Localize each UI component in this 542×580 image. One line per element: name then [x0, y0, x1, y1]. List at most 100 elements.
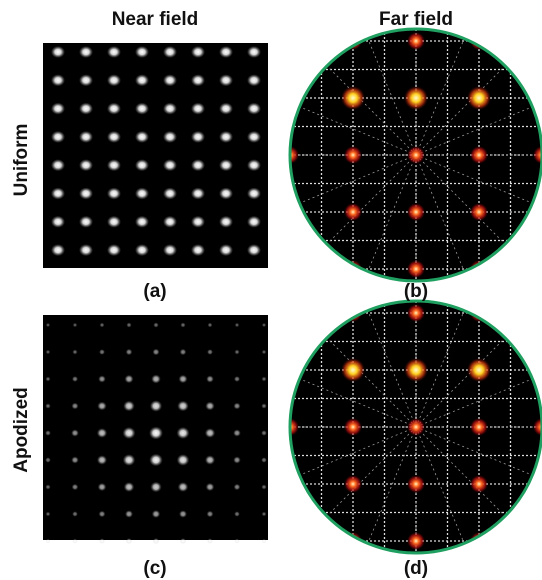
spot: [79, 74, 93, 86]
spot: [46, 323, 50, 327]
spot: [126, 538, 132, 544]
panel-label: (b): [404, 281, 428, 302]
spot: [153, 322, 158, 327]
spot: [407, 32, 425, 50]
spot: [107, 216, 121, 228]
spot: [73, 539, 78, 544]
spot: [219, 188, 233, 200]
spot: [79, 46, 93, 58]
panel-label: (a): [143, 281, 166, 302]
spot: [247, 74, 261, 86]
spot: [135, 74, 149, 86]
spot: [219, 74, 233, 86]
spot: [123, 401, 134, 412]
spot: [219, 159, 233, 171]
spot: [191, 103, 205, 115]
spot: [470, 146, 488, 164]
spot: [262, 539, 266, 543]
spot: [191, 244, 205, 256]
spot: [125, 510, 133, 518]
spot: [261, 484, 266, 489]
column-header: Near field: [112, 9, 199, 30]
spot: [151, 374, 161, 383]
spot: [341, 86, 365, 110]
spot: [72, 376, 78, 382]
spot: [344, 203, 362, 221]
spot: [149, 454, 162, 467]
spot: [51, 188, 65, 200]
spot: [107, 74, 121, 86]
spot: [100, 323, 105, 328]
spot: [180, 538, 186, 544]
spot: [344, 146, 362, 164]
spot: [219, 103, 233, 115]
spot: [150, 400, 162, 411]
spot: [234, 484, 241, 490]
spot: [79, 103, 93, 115]
spot: [407, 304, 425, 322]
spot: [179, 510, 187, 518]
spot: [261, 430, 267, 436]
spot: [219, 131, 233, 143]
panel-label: (d): [404, 558, 428, 579]
spot: [72, 511, 78, 516]
spot: [247, 159, 261, 171]
spot: [207, 511, 214, 518]
column-header: Far field: [379, 9, 453, 30]
spot: [177, 427, 190, 439]
spot: [123, 454, 135, 466]
spot: [135, 159, 149, 171]
spot: [45, 430, 51, 436]
spot: [72, 484, 79, 490]
spot: [123, 427, 136, 439]
spot: [45, 457, 51, 462]
spot: [126, 322, 131, 327]
spot: [207, 349, 213, 355]
spot: [180, 322, 185, 327]
spot: [46, 512, 51, 517]
spot: [205, 455, 215, 464]
spot: [219, 46, 233, 58]
spot: [208, 323, 213, 328]
spot: [51, 46, 65, 58]
spot: [341, 358, 365, 382]
spot: [262, 377, 267, 382]
spot: [205, 402, 214, 411]
spot: [107, 159, 121, 171]
spot: [163, 103, 177, 115]
spot: [344, 418, 362, 436]
spot: [99, 511, 106, 518]
near-field-image: [43, 43, 268, 268]
spot: [79, 188, 93, 200]
spot: [163, 216, 177, 228]
spot: [79, 244, 93, 256]
spot: [79, 216, 93, 228]
spot: [163, 159, 177, 171]
spot: [125, 375, 134, 383]
spot: [407, 532, 425, 550]
spot: [407, 418, 425, 436]
row-label: Uniform: [11, 124, 32, 197]
spot: [46, 377, 51, 382]
spot: [152, 510, 160, 518]
spot: [99, 349, 105, 355]
spot: [107, 244, 121, 256]
spot: [247, 46, 261, 58]
spot: [135, 216, 149, 228]
spot: [71, 429, 79, 436]
spot: [191, 188, 205, 200]
spot: [262, 350, 267, 354]
spot: [179, 375, 188, 383]
spot: [51, 74, 65, 86]
far-field-image: [280, 292, 542, 564]
spot: [261, 457, 267, 462]
spot: [467, 358, 491, 382]
spot: [97, 402, 106, 411]
spot: [191, 131, 205, 143]
spot: [247, 131, 261, 143]
spot: [153, 349, 160, 356]
spot: [98, 375, 106, 382]
spot: [51, 159, 65, 171]
spot: [72, 350, 77, 355]
spot: [219, 216, 233, 228]
